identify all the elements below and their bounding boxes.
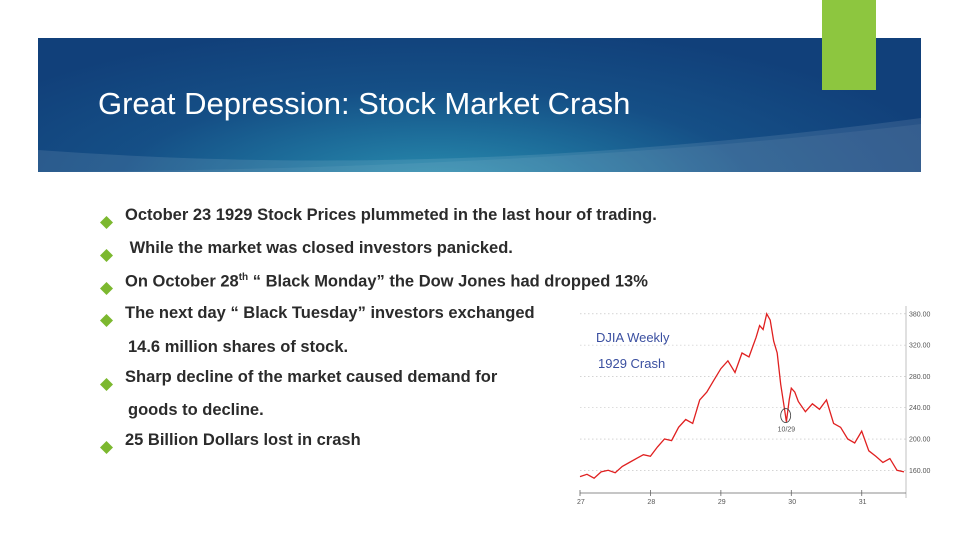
chart-grid — [579, 306, 907, 498]
bullet-text: 25 Billion Dollars lost in crash — [125, 431, 361, 449]
x-tick-label: 28 — [647, 499, 655, 506]
bullet-text-part: “ Black Monday” the Dow Jones had droppe… — [248, 272, 648, 291]
x-tick-label: 31 — [859, 499, 867, 506]
x-tick-label: 30 — [788, 499, 796, 506]
y-tick-label: 240.00 — [909, 405, 931, 412]
ordinal-suffix: th — [238, 272, 249, 283]
chart-labels: 380.00 320.00 280.00 240.00 200.00 160.00 27 28… — [577, 311, 931, 506]
y-tick-label: 320.00 — [909, 343, 931, 350]
chart-annotation: 10/29 — [778, 408, 796, 434]
bullet-item: On October 28th “ Black Monday” the Dow … — [100, 272, 648, 295]
diamond-bullet-icon — [100, 441, 113, 454]
bullet-item: The next day “ Black Tuesday” investors … — [100, 304, 535, 327]
bullet-item: 25 Billion Dollars lost in crash — [100, 431, 361, 454]
djia-chart: 10/29 380.00 320.00 280.00 240.00 200.00 160.… — [572, 300, 942, 508]
chart-title: DJIA Weekly — [596, 330, 670, 345]
y-tick-label: 200.00 — [909, 437, 931, 444]
bullet-text: While the market was closed investors pa… — [125, 239, 513, 257]
crash-annotation-label: 10/29 — [778, 427, 796, 434]
bullet-text-part: On October 28 — [125, 272, 239, 291]
bullet-text: On October 28th “ Black Monday” the Dow … — [125, 272, 648, 292]
diamond-bullet-icon — [100, 282, 113, 295]
slide-title: Great Depression: Stock Market Crash — [98, 86, 631, 121]
bullet-text: October 23 1929 Stock Prices plummeted i… — [125, 206, 657, 224]
bullet-item: While the market was closed investors pa… — [100, 239, 513, 262]
bullet-text: Sharp decline of the market caused deman… — [125, 368, 498, 386]
bullet-continuation: goods to decline. — [128, 401, 264, 419]
diamond-bullet-icon — [100, 249, 113, 262]
diamond-bullet-icon — [100, 314, 113, 327]
bullet-continuation: 14.6 million shares of stock. — [128, 338, 349, 356]
bullet-item: October 23 1929 Stock Prices plummeted i… — [100, 206, 657, 229]
x-tick-label: 27 — [577, 499, 585, 506]
y-tick-label: 380.00 — [909, 311, 931, 318]
banner-swoosh-decoration — [38, 118, 921, 172]
bullet-text: The next day “ Black Tuesday” investors … — [125, 304, 535, 322]
crash-annotation-circle — [780, 408, 792, 423]
accent-tab — [822, 0, 876, 90]
diamond-bullet-icon — [100, 378, 113, 391]
diamond-bullet-icon — [100, 216, 113, 229]
y-tick-label: 280.00 — [909, 374, 931, 381]
y-tick-label: 160.00 — [909, 468, 931, 475]
bullet-item: Sharp decline of the market caused deman… — [100, 368, 497, 391]
chart-subtitle: 1929 Crash — [598, 356, 665, 371]
title-banner — [38, 38, 921, 172]
djia-price-line — [579, 312, 905, 479]
x-tick-label: 29 — [718, 499, 726, 506]
